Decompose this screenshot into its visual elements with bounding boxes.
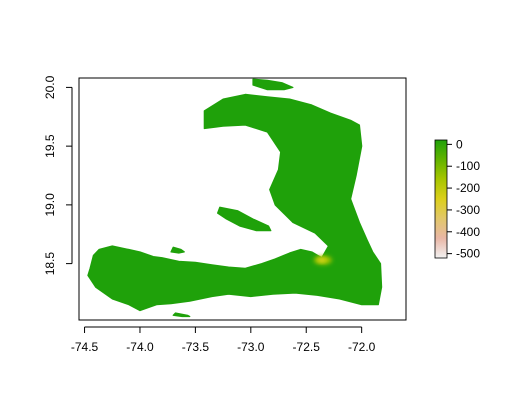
region-main-island-haiti (88, 94, 382, 310)
x-axis: -74.5 -74.0 -73.5 -73.0 -72.5 -72.0 (71, 327, 376, 354)
y-axis: 18.5 19.0 19.5 20.0 (43, 75, 72, 275)
colorbar-tick-label: -500 (456, 247, 480, 261)
colorbar-tick-label: -300 (456, 203, 480, 217)
x-tick-label: -74.5 (71, 340, 99, 354)
colorbar-tick-label: -400 (456, 225, 480, 239)
region-ile-a-vache (173, 313, 190, 317)
y-tick-label: 19.5 (43, 134, 57, 158)
colorbar-tick-label: -100 (456, 159, 480, 173)
x-tick-label: -72.0 (348, 340, 376, 354)
y-tick-label: 18.5 (43, 252, 57, 276)
region-ile-de-la-tortue (253, 79, 293, 90)
elevation-hotspot (314, 256, 332, 265)
y-tick-label: 20.0 (43, 75, 57, 99)
region-ile-de-la-gonave (218, 207, 271, 231)
y-tick-label: 19.0 (43, 193, 57, 217)
hotspot-core (317, 258, 326, 263)
colorbar-tick-label: -200 (456, 181, 480, 195)
x-tick-label: -74.0 (126, 340, 154, 354)
x-tick-label: -72.5 (293, 340, 321, 354)
colorbar-ticks: 0 -100 -200 -300 -400 -500 (447, 137, 480, 260)
x-tick-label: -73.0 (237, 340, 265, 354)
colorbar-gradient (435, 140, 447, 258)
land-raster (88, 79, 382, 316)
region-grande-cayemite (171, 247, 184, 253)
colorbar-tick-label: 0 (456, 137, 463, 151)
x-tick-label: -73.5 (182, 340, 210, 354)
colorbar-legend: 0 -100 -200 -300 -400 -500 (435, 137, 480, 260)
